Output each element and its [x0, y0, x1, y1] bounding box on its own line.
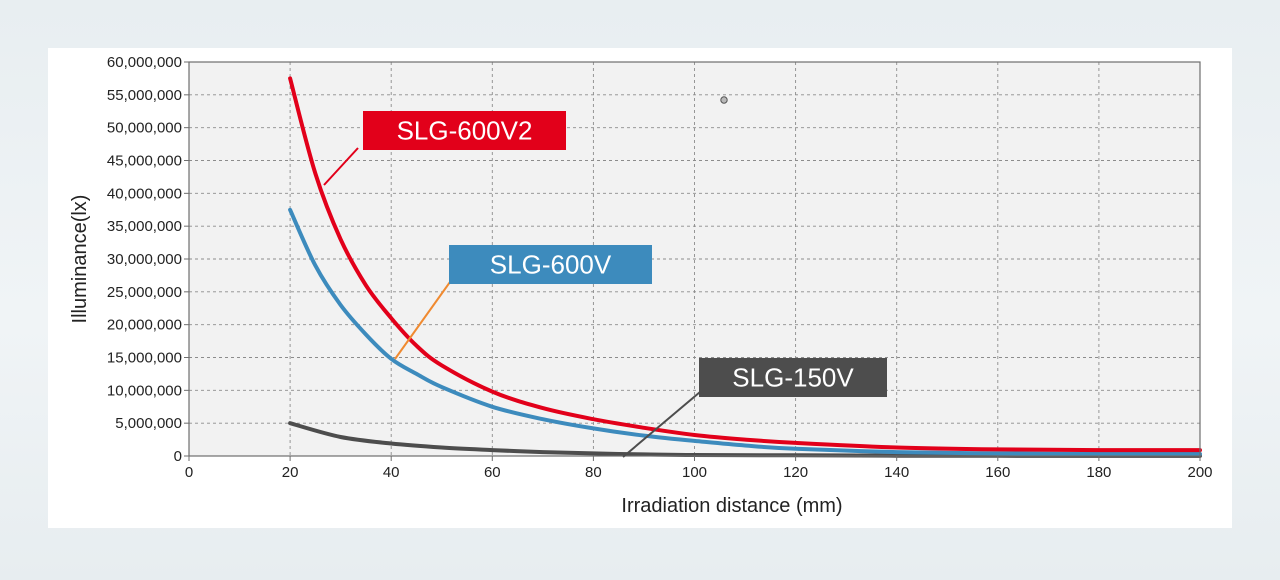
grid-lines — [189, 62, 1200, 456]
x-tick-label: 180 — [1086, 464, 1111, 481]
y-tick-label: 0 — [174, 448, 182, 465]
x-tick-label: 20 — [282, 464, 299, 481]
x-tick-label: 0 — [185, 464, 193, 481]
callout-leader-line — [622, 391, 701, 458]
x-tick-label: 160 — [985, 464, 1010, 481]
callout-box — [699, 358, 887, 397]
y-tick-label: 60,000,000 — [107, 54, 182, 71]
y-tick-label: 55,000,000 — [107, 87, 182, 104]
series-callouts: SLG-600V2 SLG-600V SLG-150V — [323, 111, 887, 458]
y-tick-label: 15,000,000 — [107, 350, 182, 367]
x-tick-label: 40 — [383, 464, 400, 481]
y-tick-label: 50,000,000 — [107, 120, 182, 137]
x-tick-label: 100 — [682, 464, 707, 481]
x-axis-ticks: 0 20 40 60 80 100 120 140 160 180 200 — [185, 456, 1213, 481]
x-tick-label: 200 — [1187, 464, 1212, 481]
y-tick-label: 45,000,000 — [107, 153, 182, 170]
y-axis-ticks: 0 5,000,000 10,000,000 15,000,000 20,000,000… — [107, 54, 189, 465]
y-tick-label: 20,000,000 — [107, 317, 182, 334]
callout-label: SLG-600V — [490, 250, 612, 280]
marker-dot — [720, 96, 728, 104]
x-tick-label: 60 — [484, 464, 501, 481]
x-axis-title: Irradiation distance (mm) — [621, 495, 842, 517]
y-tick-label: 40,000,000 — [107, 185, 182, 202]
x-tick-label: 140 — [884, 464, 909, 481]
x-tick-label: 120 — [783, 464, 808, 481]
callout-leader-line — [323, 147, 359, 186]
y-axis-title: Illuminance(lx) — [69, 195, 91, 324]
callout-box — [449, 245, 652, 284]
illuminance-chart: 0 5,000,000 10,000,000 15,000,000 20,000,000… — [69, 54, 1213, 517]
chart-panel: 0 5,000,000 10,000,000 15,000,000 20,000,000… — [48, 48, 1232, 528]
x-tick-label: 80 — [585, 464, 602, 481]
series-line-slg-600v — [288, 207, 1202, 457]
callout-leader-line — [394, 281, 451, 360]
callout-label: SLG-600V2 — [397, 116, 533, 146]
callout-label: SLG-150V — [732, 363, 854, 393]
callout-box — [363, 111, 566, 150]
y-tick-label: 25,000,000 — [107, 284, 182, 301]
y-tick-label: 10,000,000 — [107, 382, 182, 399]
series-line-slg-600v2 — [288, 76, 1202, 453]
y-tick-label: 5,000,000 — [115, 415, 182, 432]
y-tick-label: 30,000,000 — [107, 251, 182, 268]
y-tick-label: 35,000,000 — [107, 218, 182, 235]
